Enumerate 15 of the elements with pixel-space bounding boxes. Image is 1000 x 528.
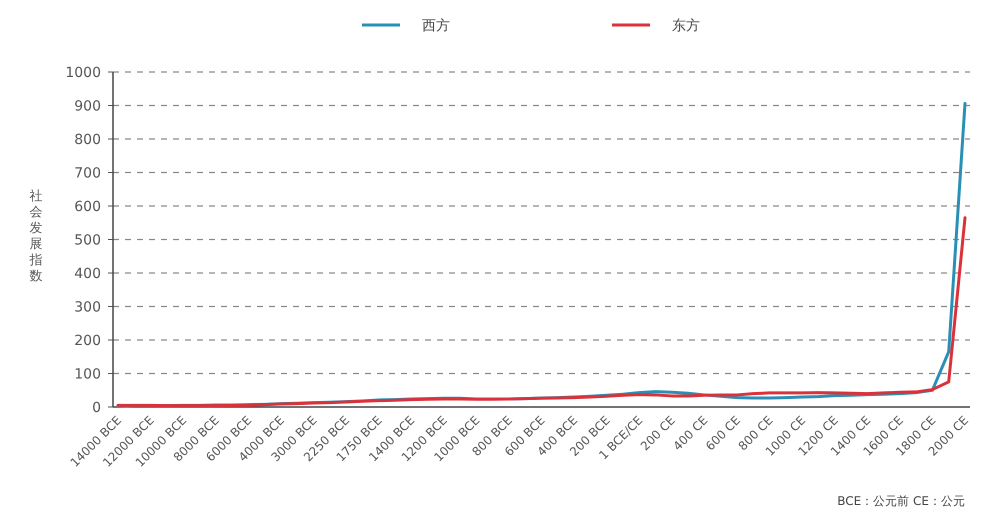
y-tick-label: 700 bbox=[74, 166, 101, 182]
y-tick-label: 100 bbox=[74, 366, 101, 382]
y-tick-label: 600 bbox=[74, 199, 101, 215]
y-tick-label: 1000 bbox=[65, 65, 101, 81]
y-tick-label: 800 bbox=[74, 132, 101, 148]
y-tick-label: 300 bbox=[74, 300, 101, 316]
y-axis-title: 社会发展指数 bbox=[28, 189, 42, 284]
legend-label: 西方 bbox=[422, 18, 450, 34]
y-tick-label: 400 bbox=[74, 266, 101, 282]
y-tick-label: 500 bbox=[74, 232, 101, 248]
y-tick-label: 200 bbox=[74, 333, 101, 349]
text: BCE：公元前 CE：公元 bbox=[837, 494, 965, 508]
legend-label: 东方 bbox=[672, 18, 700, 34]
y-tick-label: 900 bbox=[74, 98, 101, 114]
y-tick-label: 0 bbox=[92, 400, 101, 416]
